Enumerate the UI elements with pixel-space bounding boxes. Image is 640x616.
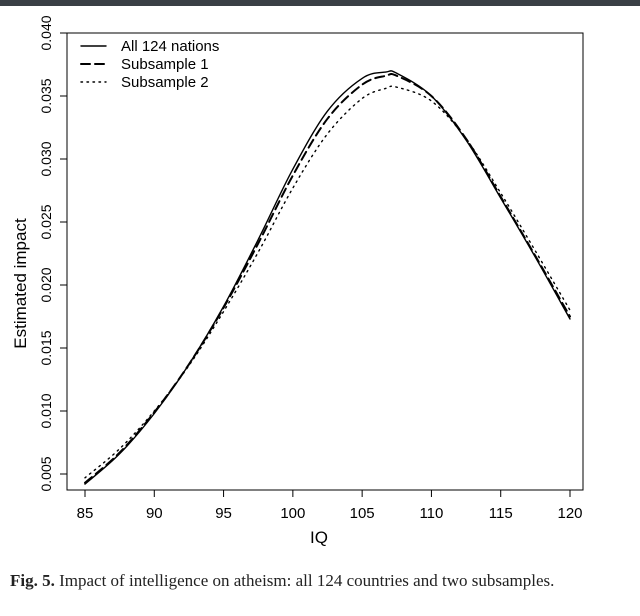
figure-caption: Fig. 5. Impact of intelligence on atheis… <box>10 570 590 592</box>
series-line-all-124-nations <box>84 70 571 485</box>
y-tick-label: 0.020 <box>38 267 54 302</box>
x-tick-label: 115 <box>489 505 513 522</box>
legend-label: All 124 nations <box>121 38 219 55</box>
x-axis: 85 90 95 100 105 110 115 120 <box>77 490 583 522</box>
y-tick-label: 0.030 <box>38 141 54 176</box>
x-axis-label: IQ <box>310 528 328 547</box>
top-bar <box>0 0 640 6</box>
x-tick-label: 90 <box>146 505 163 522</box>
x-tick-label: 95 <box>215 505 232 522</box>
line-chart: 85 90 95 100 105 110 115 120 0.0050.0100.0150.0… <box>11 15 584 547</box>
x-tick-label: 110 <box>419 505 443 522</box>
y-tick-label: 0.015 <box>38 330 54 365</box>
x-tick-label: 105 <box>350 505 375 522</box>
plot-frame <box>66 32 584 491</box>
x-tick-label: 100 <box>280 505 305 522</box>
y-tick-label: 0.010 <box>38 393 54 428</box>
y-tick-label: 0.025 <box>38 204 54 239</box>
y-tick-label: 0.005 <box>38 456 54 491</box>
series-lines <box>84 70 571 485</box>
legend-label: Subsample 1 <box>121 56 209 73</box>
y-axis: 0.005 0.010 0.015 0.020 0.025 0.030 0.035 0.040 <box>38 15 67 492</box>
x-tick-label: 85 <box>77 505 94 522</box>
figure-caption-text: Impact of intelligence on atheism: all 1… <box>59 571 555 590</box>
y-tick-label: 0.035 <box>38 78 54 113</box>
series-line-subsample-2 <box>84 85 571 479</box>
series-line-subsample-1 <box>84 72 571 484</box>
y-axis-label: Estimated impact <box>11 218 30 349</box>
legend-label: Subsample 2 <box>121 74 209 91</box>
figure-caption-label: Fig. 5. <box>10 571 55 590</box>
y-tick-label: 0.040 <box>38 15 54 50</box>
x-tick-label: 120 <box>557 505 582 522</box>
